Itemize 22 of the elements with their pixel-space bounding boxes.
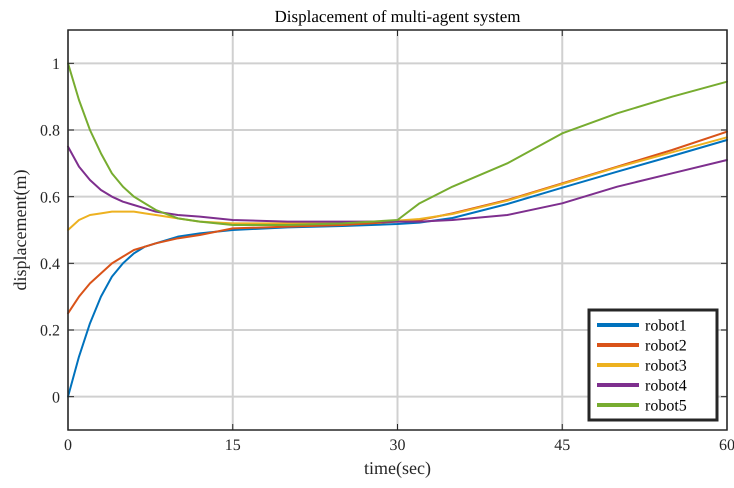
y-tick-label: 1 [52, 56, 60, 73]
y-tick-label: 0.8 [40, 122, 60, 140]
legend-label: robot3 [645, 358, 687, 375]
x-tick-label: 15 [224, 437, 241, 454]
x-axis-title: time(sec) [364, 458, 431, 478]
line-series [67, 62, 728, 226]
legend-label: robot1 [645, 318, 687, 335]
chart-title: Displacement of multi-agent system [274, 7, 520, 26]
legend-label: robot5 [645, 398, 687, 415]
y-tick-label: 0.4 [40, 256, 60, 273]
legend-label: robot4 [645, 378, 687, 395]
line-series [67, 139, 728, 398]
x-tick-label: 30 [390, 437, 406, 454]
line-series [67, 130, 728, 314]
y-tick-label: 0.2 [40, 322, 60, 340]
line-series [67, 146, 728, 223]
x-tick-label: 45 [554, 437, 570, 454]
y-axis-title: displacement(m) [10, 170, 30, 290]
y-tick-label: 0 [52, 389, 60, 406]
y-tick-label: 0.6 [40, 189, 60, 206]
x-tick-label: 0 [64, 437, 72, 454]
legend-label: robot2 [645, 338, 687, 355]
